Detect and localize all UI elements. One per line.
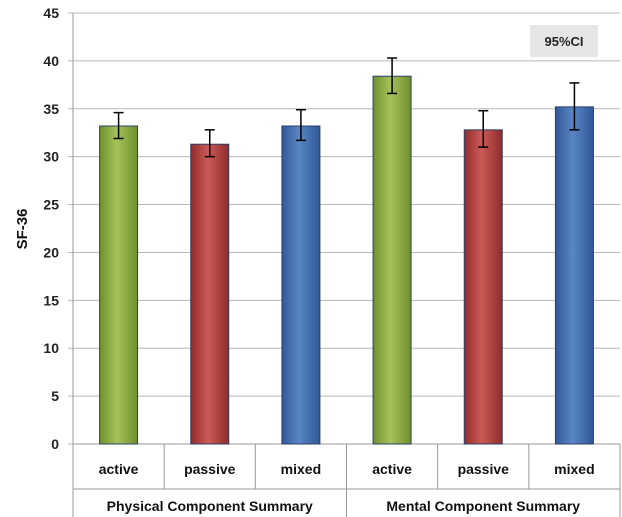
ci-badge: 95%CI [530,25,598,57]
x-group-label: Mental Component Summary [386,498,580,514]
y-tick-label: 10 [43,340,59,356]
y-tick-label: 30 [43,149,59,165]
bar-passive [190,143,230,445]
bar-active [372,75,412,445]
x-category-label: passive [458,461,510,477]
gridlines [68,12,620,445]
bar-mixed [281,125,321,445]
bar-active [99,125,139,445]
x-category-label: passive [184,461,236,477]
bar-passive [463,129,503,445]
y-tick-label: 5 [51,388,59,404]
y-tick-label: 45 [43,5,59,21]
y-tick-label: 40 [43,53,59,69]
y-axis-label: SF-36 [14,209,31,250]
x-category-label: active [372,461,412,477]
y-tick-label: 35 [43,101,59,117]
error-bars [113,57,580,158]
x-category-label: mixed [281,461,321,477]
x-group-label: Physical Component Summary [107,498,313,514]
ci-badge-box [530,25,598,57]
bars [99,75,594,445]
x-category-label: active [99,461,139,477]
y-tick-label: 0 [51,436,59,452]
bar-mixed [554,106,594,445]
labels: 0 5 10 15 20 25 30 35 40 45 active passive mixed acti… [43,5,594,514]
y-tick-label: 15 [43,292,59,308]
y-tick-label: 25 [43,197,59,213]
y-tick-label: 20 [43,244,59,260]
x-category-label: mixed [554,461,594,477]
axes [72,13,621,517]
ci-badge-label: 95%CI [544,34,583,49]
